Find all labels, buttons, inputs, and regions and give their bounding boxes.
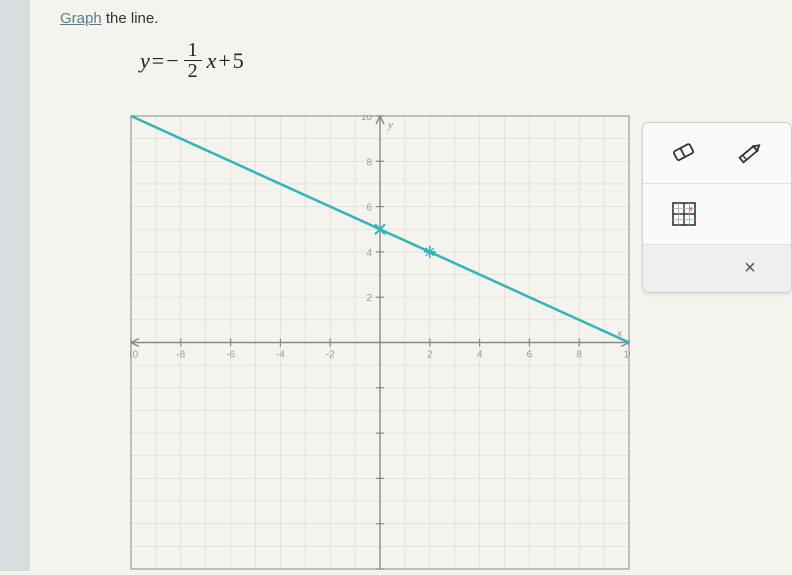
svg-text:10: 10 xyxy=(361,115,373,123)
eraser-icon xyxy=(669,141,699,165)
grid-tool-icon: x xyxy=(670,200,698,228)
eq-fraction: 1 2 xyxy=(184,40,202,81)
svg-text:x: x xyxy=(689,206,693,213)
graph-link[interactable]: Graph xyxy=(60,10,102,27)
eq-frac-den: 2 xyxy=(184,61,202,81)
tool-row-close: × xyxy=(643,244,791,292)
eq-plus: + xyxy=(218,48,230,74)
tool-row-2: x xyxy=(643,183,791,244)
eq-intercept: 5 xyxy=(233,48,244,74)
eq-var: x xyxy=(207,48,217,74)
close-button[interactable]: × xyxy=(725,249,775,289)
graph-container: yx-10-8-6-4-2246810246810 xyxy=(130,115,630,575)
close-icon: × xyxy=(744,257,756,280)
instruction-rest: the line. xyxy=(102,10,159,27)
tool-row-1 xyxy=(643,123,791,183)
pencil-icon xyxy=(735,141,765,165)
svg-text:y: y xyxy=(387,119,393,131)
svg-text:6: 6 xyxy=(366,203,372,214)
svg-text:-4: -4 xyxy=(276,350,285,361)
left-strip xyxy=(0,0,30,571)
svg-text:8: 8 xyxy=(366,157,372,168)
svg-text:-2: -2 xyxy=(326,350,335,361)
tool-panel: x × xyxy=(642,122,792,293)
svg-text:4: 4 xyxy=(366,248,372,259)
pencil-button[interactable] xyxy=(725,133,775,173)
svg-text:8: 8 xyxy=(576,350,582,361)
svg-text:-10: -10 xyxy=(130,350,139,361)
eq-frac-num: 1 xyxy=(184,40,202,61)
eq-equals: = xyxy=(152,48,164,74)
equation: y = − 1 2 x + 5 xyxy=(140,40,772,81)
svg-text:-6: -6 xyxy=(226,350,235,361)
svg-text:-8: -8 xyxy=(176,350,185,361)
svg-text:2: 2 xyxy=(427,350,433,361)
svg-text:10: 10 xyxy=(623,350,630,361)
instruction-line: Graph the line. xyxy=(60,10,772,28)
eq-lhs: y xyxy=(140,48,150,74)
eq-neg: − xyxy=(166,48,178,74)
eraser-button[interactable] xyxy=(659,133,709,173)
page: Graph the line. y = − 1 2 x + 5 y x -10 -8 -… xyxy=(40,0,792,571)
grid-tool-button[interactable]: x xyxy=(659,194,709,234)
svg-text:2: 2 xyxy=(366,293,372,304)
svg-text:4: 4 xyxy=(477,350,483,361)
svg-text:6: 6 xyxy=(527,350,533,361)
coordinate-plane[interactable]: yx-10-8-6-4-2246810246810 xyxy=(130,115,630,570)
